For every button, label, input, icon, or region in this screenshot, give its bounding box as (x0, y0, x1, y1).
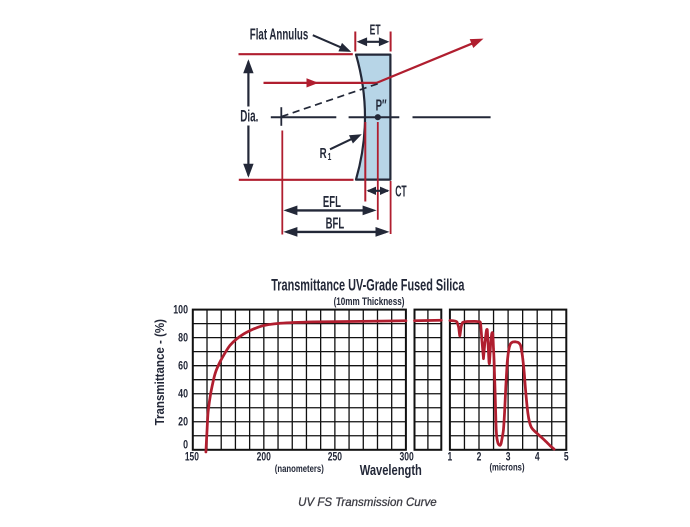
svg-text:(microns): (microns) (489, 462, 524, 473)
svg-text:20: 20 (178, 417, 188, 429)
svg-text:60: 60 (178, 361, 188, 373)
svg-text:5: 5 (564, 451, 569, 464)
svg-text:BFL: BFL (326, 214, 345, 232)
svg-text:100: 100 (173, 305, 188, 317)
svg-text:R: R (320, 144, 327, 162)
svg-text:Wavelength: Wavelength (360, 461, 422, 478)
svg-text:EFL: EFL (323, 192, 341, 210)
svg-text:4: 4 (535, 451, 540, 464)
svg-text:UV FS Transmission Curve: UV FS Transmission Curve (298, 497, 436, 509)
svg-text:ET: ET (370, 21, 381, 38)
svg-text:2: 2 (477, 451, 482, 464)
svg-text:P″: P″ (376, 96, 387, 114)
svg-text:1: 1 (328, 151, 332, 163)
svg-text:300: 300 (399, 451, 413, 464)
svg-text:Dia.: Dia. (240, 107, 258, 125)
svg-text:40: 40 (178, 389, 188, 401)
svg-text:150: 150 (185, 451, 199, 464)
svg-text:1: 1 (448, 451, 453, 464)
svg-text:80: 80 (178, 333, 188, 345)
svg-text:CT: CT (395, 183, 407, 200)
svg-text:Transmittance UV-Grade Fused S: Transmittance UV-Grade Fused Silica (271, 275, 464, 294)
svg-text:Flat Annulus: Flat Annulus (250, 25, 308, 43)
svg-text:(nanometers): (nanometers) (275, 463, 324, 474)
svg-text:250: 250 (328, 451, 342, 464)
svg-text:Transmittance - (%): Transmittance - (%) (152, 319, 167, 425)
svg-text:(10mm Thickness): (10mm Thickness) (334, 296, 405, 309)
svg-text:0: 0 (183, 440, 188, 452)
svg-text:3: 3 (506, 451, 511, 464)
svg-text:200: 200 (257, 451, 271, 464)
